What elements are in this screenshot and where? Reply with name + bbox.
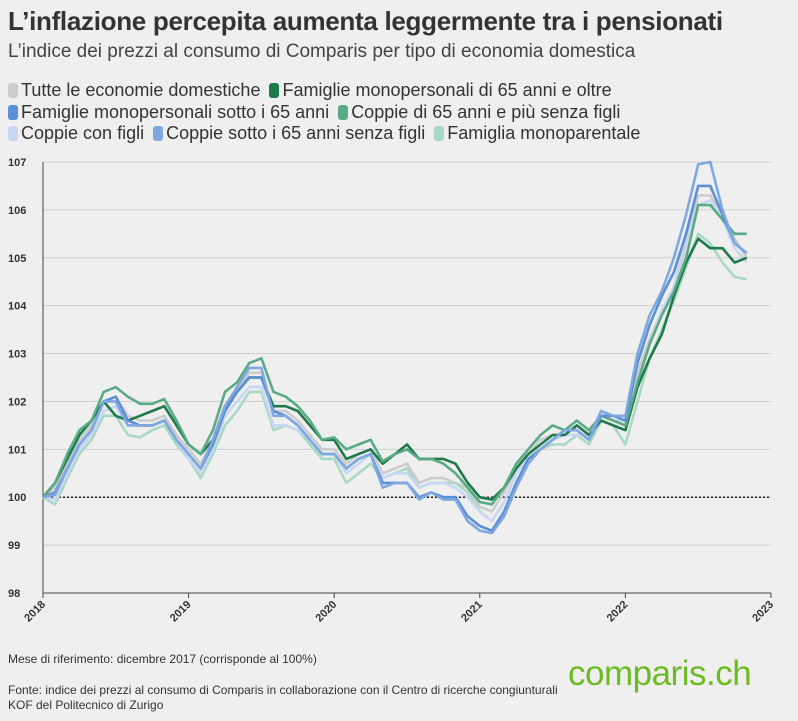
legend-item[interactable]: Coppie con figli — [8, 123, 144, 145]
x-tick-label: 2020 — [314, 599, 340, 625]
legend-label: Famiglia monoparentale — [447, 123, 641, 143]
legend-swatch — [8, 126, 18, 141]
x-tick-label: 2023 — [750, 599, 776, 625]
legend-swatch — [153, 126, 164, 141]
y-tick-label: 102 — [8, 396, 26, 408]
legend-label: Famiglie monopersonali sotto i 65 anni — [21, 101, 330, 122]
y-tick-label: 106 — [8, 205, 26, 217]
comparis-logo: comparis.ch — [568, 654, 752, 693]
x-tick-label: 2022 — [605, 599, 631, 625]
y-tick-label: 98 — [8, 588, 20, 600]
legend-item[interactable]: Famiglie monopersonali di 65 anni e oltr… — [269, 80, 612, 102]
legend-label: Famiglie monopersonali di 65 anni e oltr… — [282, 80, 612, 100]
legend-swatch — [338, 104, 349, 120]
y-tick-label: 99 — [8, 540, 20, 552]
legend-item[interactable]: Coppie sotto i 65 anni senza figli — [153, 123, 425, 145]
y-tick-label: 101 — [8, 444, 26, 456]
legend-item[interactable]: Coppie di 65 anni e più senza figli — [338, 102, 620, 124]
y-tick-label: 104 — [8, 301, 27, 313]
x-tick-label: 2019 — [168, 599, 194, 625]
legend-item[interactable]: Famiglie monopersonali sotto i 65 anni — [8, 102, 329, 124]
y-tick-label: 105 — [8, 253, 26, 265]
legend-item[interactable]: Famiglia monoparentale — [434, 123, 640, 145]
legend: Tutte le economie domestiche Famiglie mo… — [8, 80, 708, 145]
legend-swatch — [8, 83, 18, 98]
y-tick-label: 107 — [8, 157, 26, 169]
legend-swatch — [269, 83, 280, 98]
source-note: Fonte: indice dei prezzi al consumo di C… — [8, 683, 558, 712]
x-tick-label: 2018 — [22, 599, 48, 625]
y-tick-label: 103 — [8, 349, 26, 361]
series-line-coppie-di-65-anni-e-pi-senza-figli — [42, 203, 747, 506]
legend-label: Coppie di 65 anni e più senza figli — [351, 101, 621, 122]
x-tick-label: 2021 — [459, 599, 485, 625]
legend-label: Coppie sotto i 65 anni senza figli — [166, 123, 426, 143]
legend-label: Coppie con figli — [21, 123, 145, 143]
series-line-famiglie-monopersonali-sotto-i-65-anni — [42, 184, 748, 533]
y-tick-label: 100 — [8, 492, 26, 504]
chart-subtitle: L’indice dei prezzi al consumo di Compar… — [8, 41, 636, 62]
legend-label: Tutte le economie domestiche — [21, 80, 261, 100]
series-line-coppie-sotto-i-65-anni-senza-figli — [42, 160, 748, 535]
chart-title: L’inflazione percepita aumenta leggermen… — [8, 6, 723, 36]
legend-swatch — [8, 104, 18, 120]
legend-swatch — [434, 126, 445, 141]
reference-note: Mese di riferimento: dicembre 2017 (corr… — [8, 652, 317, 666]
legend-item[interactable]: Tutte le economie domestiche — [8, 80, 260, 102]
